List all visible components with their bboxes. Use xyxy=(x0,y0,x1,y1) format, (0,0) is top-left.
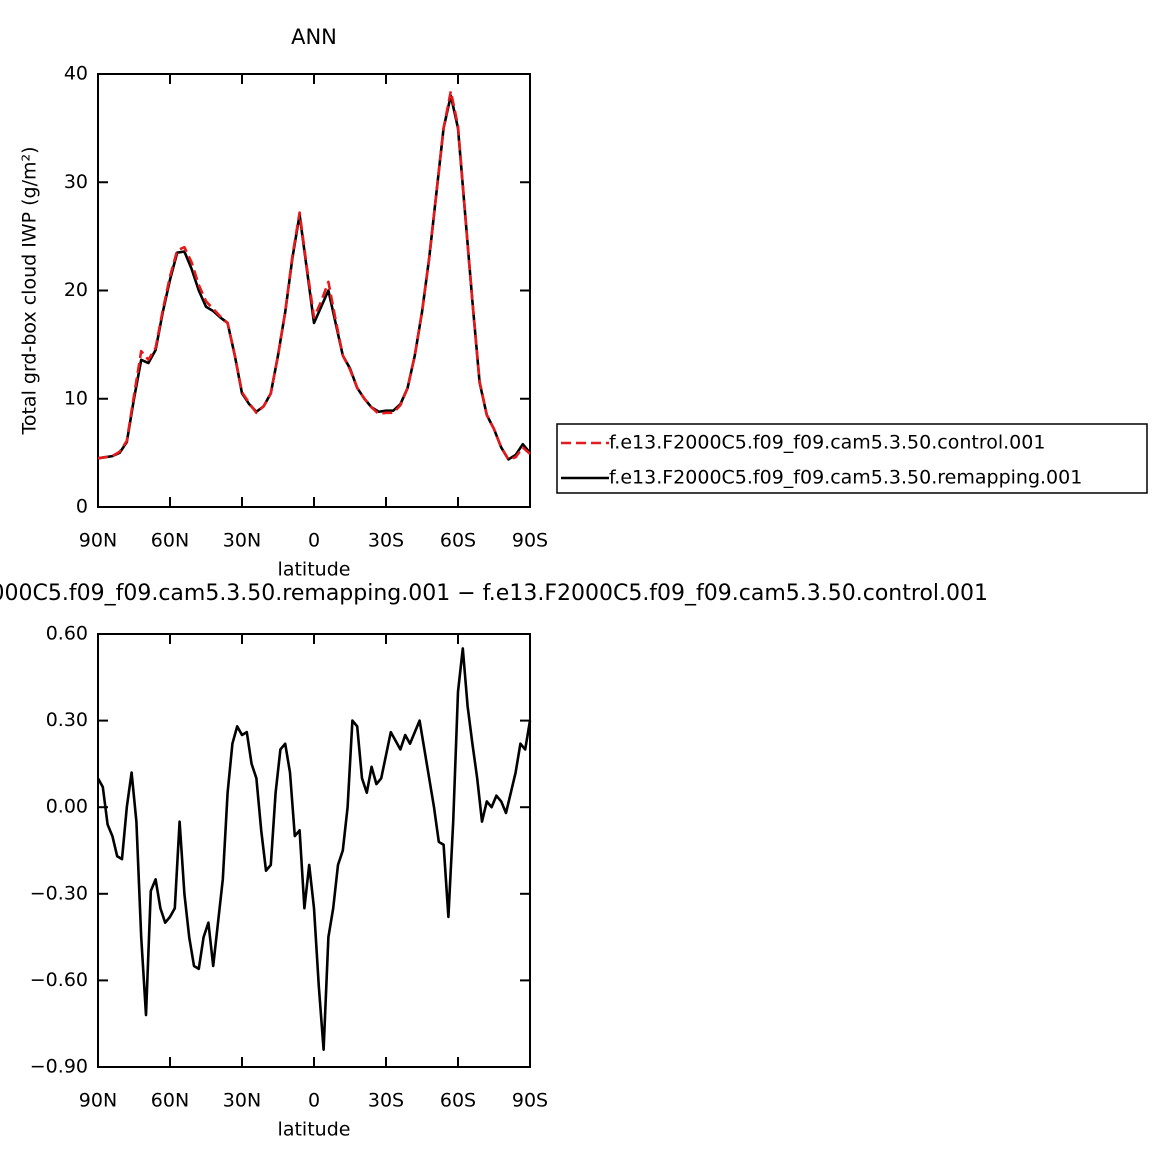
x-tick-label: 90S xyxy=(512,1090,548,1112)
y-tick-label: 10 xyxy=(64,387,88,409)
legend-label: f.e13.F2000C5.f09_f09.cam5.3.50.control.… xyxy=(609,432,1045,454)
x-tick-label: 60S xyxy=(440,530,476,552)
x-tick-label: 0 xyxy=(308,1090,320,1112)
x-tick-label: 60N xyxy=(151,1090,189,1112)
y-tick-label: 40 xyxy=(64,63,88,85)
y-tick-label: −0.90 xyxy=(30,1056,88,1078)
x-tick-label: 90S xyxy=(512,530,548,552)
legend-label: f.e13.F2000C5.f09_f09.cam5.3.50.remappin… xyxy=(609,467,1082,489)
x-tick-label: 30N xyxy=(223,530,261,552)
plot-frame xyxy=(97,73,531,508)
data-line xyxy=(96,647,532,1051)
y-tick-label: −0.30 xyxy=(30,882,88,904)
y-tick-label: 0 xyxy=(76,496,88,518)
y-tick-label: 0.30 xyxy=(46,709,88,731)
y-tick-label: 20 xyxy=(64,279,88,301)
x-tick-label: 60S xyxy=(440,1090,476,1112)
plot-frame xyxy=(97,633,531,1068)
data-line xyxy=(97,90,531,461)
x-tick-label: 60N xyxy=(151,530,189,552)
legend-box xyxy=(556,423,1148,494)
x-axis-label: latitude xyxy=(278,559,351,581)
x-tick-label: 30N xyxy=(223,1090,261,1112)
y-axis-label: Total grd-box cloud IWP (g/m²) xyxy=(19,146,41,435)
x-tick-label: 90N xyxy=(79,1090,117,1112)
y-tick-label: 30 xyxy=(64,171,88,193)
y-tick-label: −0.60 xyxy=(30,969,88,991)
data-line xyxy=(97,94,531,461)
y-tick-label: 0.60 xyxy=(46,623,88,645)
chart-title: ANN xyxy=(291,25,337,49)
y-tick-label: 0.00 xyxy=(46,796,88,818)
x-tick-label: 30S xyxy=(368,530,404,552)
x-axis-label: latitude xyxy=(278,1119,351,1141)
x-tick-label: 90N xyxy=(79,530,117,552)
x-tick-label: 30S xyxy=(368,1090,404,1112)
chart-title: f.e13.F2000C5.f09_f09.cam5.3.50.remappin… xyxy=(0,581,988,606)
x-tick-label: 0 xyxy=(308,530,320,552)
